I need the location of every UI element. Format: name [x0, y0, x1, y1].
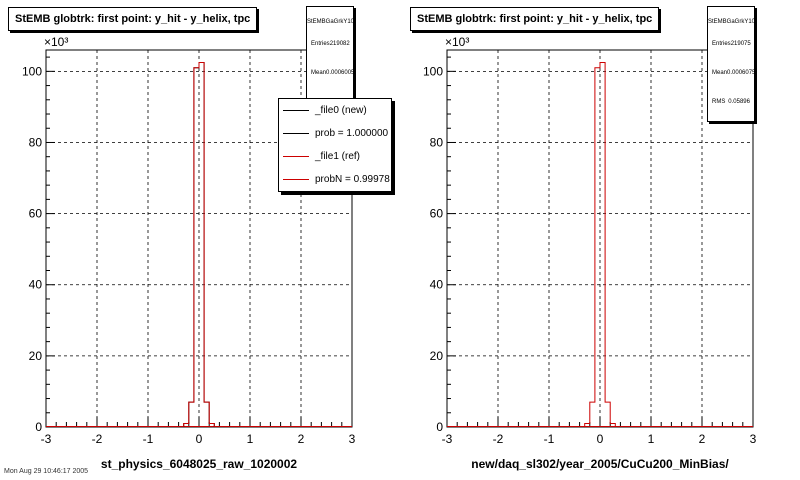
x-tick-label: 2	[699, 432, 706, 446]
x-tick-label: 3	[349, 432, 356, 446]
left-stats-mean-label: Mean	[311, 69, 327, 76]
y-tick-label: 20	[430, 349, 444, 363]
x-tick-label: -1	[544, 432, 555, 446]
y-tick-label: 20	[29, 349, 43, 363]
x-axis-title: new/daq_sl302/year_2005/CuCu200_MinBias/	[471, 457, 729, 471]
legend-label-probn: probN = 0.99978	[315, 174, 390, 185]
footer-timestamp: Mon Aug 29 10:46:17 2005	[4, 468, 89, 475]
left-stats-mean-row: Mean 0.0006005	[307, 58, 355, 87]
left-title-box: StEMB globtrk: first point: y_hit - y_he…	[8, 7, 258, 31]
y-tick-label: 100	[423, 64, 443, 78]
x-tick-label: -1	[143, 432, 154, 446]
right-stats-mean-row: Mean 0.0006075	[708, 58, 756, 87]
y-tick-label: 60	[430, 207, 444, 221]
x-tick-label: 0	[196, 432, 203, 446]
x-tick-label: 1	[648, 432, 655, 446]
legend-entry-file0: _file0 (new)	[279, 99, 391, 122]
y-tick-label: 40	[430, 278, 444, 292]
x-tick-label: -2	[493, 432, 504, 446]
legend-label-file1: _file1 (ref)	[315, 151, 361, 162]
x-tick-label: -2	[92, 432, 103, 446]
right-stats-entries-row: Entries 219075	[708, 29, 754, 58]
left-histogram-panel: -3 -2 -1 0 1 2 3 0 20 40 60 80 100 ×10³ st_physics_604…	[22, 35, 356, 471]
right-stats-entries-label: Entries	[712, 40, 731, 47]
left-legend-box: _file0 (new) prob = 1.000000 _file1 (ref…	[278, 98, 392, 192]
legend-entry-probn: probN = 0.99978	[279, 168, 391, 191]
y-tick-label: 40	[29, 278, 43, 292]
left-chart-title: StEMB globtrk: first point: y_hit - y_he…	[15, 13, 251, 25]
y-tick-label: 80	[430, 135, 444, 149]
left-stats-name: StEMBGaGrkY10	[307, 19, 355, 25]
histogram-series-0	[584, 61, 616, 427]
x-tick-label: 3	[750, 432, 757, 446]
histogram-series-1	[183, 61, 215, 427]
y-tick-label: 80	[29, 135, 43, 149]
right-histogram-panel: -3 -2 -1 0 1 2 3 0 20 40 60 80 100 ×10³ new/daq_sl302/…	[423, 35, 757, 471]
left-stats-entries-value: 219082	[329, 40, 350, 47]
right-stats-name: StEMBGaGrkY10	[708, 19, 756, 25]
right-chart-title: StEMB globtrk: first point: y_hit - y_he…	[417, 13, 653, 25]
left-stats-entries-row: Entries 219082	[307, 29, 353, 58]
left-stats-mean-value: 0.0006005	[326, 69, 355, 76]
legend-label-prob: prob = 1.000000	[315, 128, 389, 139]
x-tick-label: -3	[41, 432, 52, 446]
y-tick-label: 0	[35, 420, 42, 434]
right-stats-mean-label: Mean	[712, 69, 728, 76]
right-stats-rms-row: RMS 0.05896	[708, 87, 754, 116]
right-stats-mean-value: 0.0006075	[727, 69, 756, 76]
x-tick-label: 2	[298, 432, 305, 446]
x-tick-label: -3	[442, 432, 453, 446]
legend-line-probn	[283, 179, 309, 180]
legend-label-file0: _file0 (new)	[315, 105, 367, 116]
right-stats-rms-label: RMS	[712, 98, 726, 105]
legend-line-prob	[283, 133, 309, 134]
x-axis-title: st_physics_6048025_raw_1020002	[101, 457, 297, 471]
x-tick-label: 0	[597, 432, 604, 446]
right-stats-entries-value: 219075	[730, 40, 751, 47]
y-tick-label: 60	[29, 207, 43, 221]
y-tick-label: 100	[22, 64, 42, 78]
legend-line-file1	[283, 156, 309, 157]
legend-line-file0	[283, 110, 309, 111]
legend-entry-file1: _file1 (ref)	[279, 145, 391, 168]
y-multiplier-label: ×10³	[44, 35, 68, 49]
right-stats-rms-value: 0.05896	[728, 98, 750, 105]
x-tick-label: 1	[247, 432, 254, 446]
y-multiplier-label: ×10³	[445, 35, 469, 49]
y-tick-label: 0	[436, 420, 443, 434]
right-title-box: StEMB globtrk: first point: y_hit - y_he…	[410, 7, 660, 31]
right-stats-box: StEMBGaGrkY10 Entries 219075 Mean 0.0006…	[707, 6, 755, 122]
left-stats-entries-label: Entries	[311, 40, 330, 47]
legend-entry-prob: prob = 1.000000	[279, 122, 391, 145]
